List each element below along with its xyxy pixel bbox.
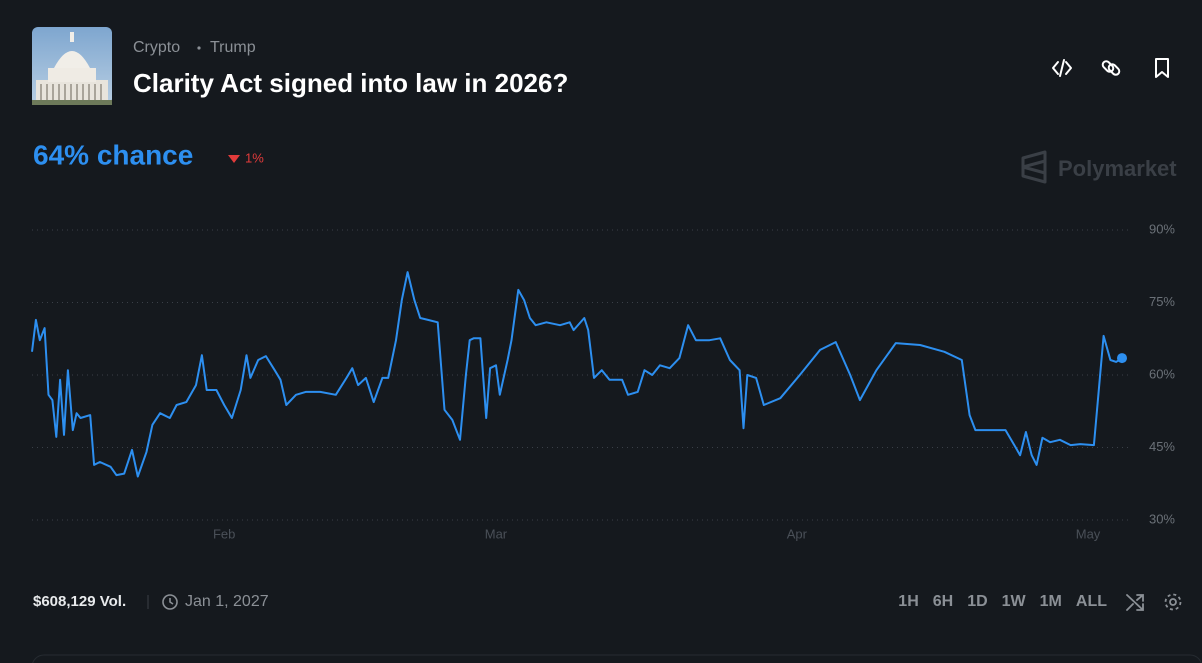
range-button[interactable]: ALL xyxy=(1076,593,1107,610)
y-tick-label: 30% xyxy=(1149,511,1175,526)
range-button[interactable]: 1W xyxy=(1002,593,1027,610)
chance: 64% chance xyxy=(33,139,193,170)
x-tick-label: Feb xyxy=(213,526,235,541)
range-button[interactable]: 1M xyxy=(1040,593,1062,610)
clock-icon xyxy=(162,594,178,610)
bookmark-button[interactable] xyxy=(1155,58,1169,78)
shuffle-button[interactable] xyxy=(1126,594,1144,611)
y-tick-label: 75% xyxy=(1149,294,1175,309)
change-arrow xyxy=(228,155,240,163)
y-tick-label: 45% xyxy=(1149,439,1175,454)
settings-button[interactable] xyxy=(1164,593,1182,611)
x-tick-label: May xyxy=(1076,526,1101,541)
embed-button[interactable] xyxy=(1052,59,1072,77)
market-title: Clarity Act signed into law in 2026? xyxy=(133,68,568,98)
brand-name: Polymarket xyxy=(1058,156,1177,181)
next-panel-edge xyxy=(32,654,1202,663)
range-button[interactable]: 6H xyxy=(933,593,953,610)
current-point xyxy=(1117,353,1127,364)
x-tick-label: Mar xyxy=(485,526,508,541)
volume: $608,129 Vol. xyxy=(33,593,126,610)
separator-dot xyxy=(197,46,201,50)
price-chart: 30% 45% 60% 75% 90% Feb Mar Apr May xyxy=(31,221,1175,541)
tag[interactable]: Crypto xyxy=(133,39,180,56)
copy-link-button[interactable] xyxy=(1101,60,1121,76)
range-button[interactable]: 1H xyxy=(898,593,918,610)
range-button[interactable]: 1D xyxy=(967,593,987,610)
market-image xyxy=(32,27,112,105)
brand-logo: Polymarket xyxy=(1021,150,1177,184)
y-tick-label: 90% xyxy=(1149,221,1175,236)
tag[interactable]: Trump xyxy=(210,39,256,56)
end-date: Jan 1, 2027 xyxy=(185,593,269,610)
x-tick-label: Apr xyxy=(787,526,808,541)
change: 1% xyxy=(245,150,264,165)
y-tick-label: 60% xyxy=(1149,366,1175,381)
range-selector: ALL 1M 1W 1D 6H 1H xyxy=(898,593,1107,610)
price-line xyxy=(31,271,1123,478)
